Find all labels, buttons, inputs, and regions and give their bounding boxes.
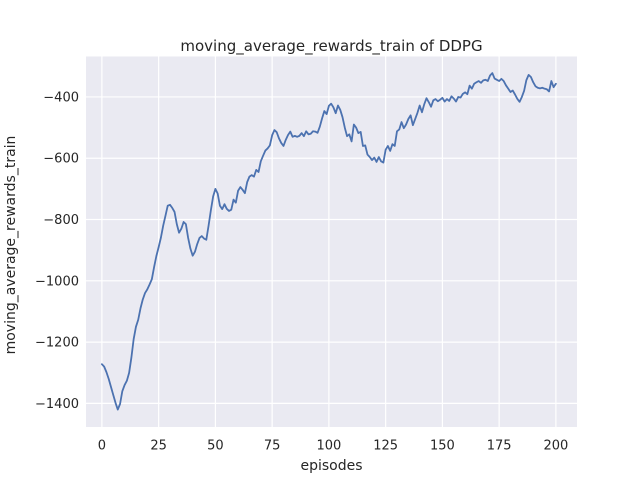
x-tick-label: 150 [430, 439, 455, 454]
y-tick-label: −800 [43, 213, 79, 228]
x-tick-label: 50 [207, 439, 224, 454]
y-axis-label: moving_average_rewards_train [3, 136, 19, 355]
y-tick-label: −1400 [35, 397, 79, 412]
plot-area [86, 56, 577, 427]
reward-line [100, 72, 557, 411]
x-tick-label: 75 [264, 439, 281, 454]
x-tick-label: 100 [316, 439, 341, 454]
y-tick-label: −400 [43, 90, 79, 105]
y-tick-label: −600 [43, 152, 79, 167]
x-axis-label: episodes [300, 458, 362, 474]
x-tick-label: 175 [487, 439, 512, 454]
y-tick-labels: −400 −600 −800 −1000 −1200 −1400 [35, 90, 79, 411]
y-tick-label: −1000 [35, 274, 79, 289]
x-tick-label: 0 [98, 439, 106, 454]
y-tick-label: −1200 [35, 336, 79, 351]
gridlines [86, 56, 577, 427]
x-tick-labels: 0 25 50 75 100 125 150 175 200 [98, 439, 569, 454]
chart-title: moving_average_rewards_train of DDPG [180, 37, 482, 56]
x-tick-label: 200 [543, 439, 568, 454]
x-tick-label: 25 [150, 439, 167, 454]
x-tick-label: 125 [373, 439, 398, 454]
